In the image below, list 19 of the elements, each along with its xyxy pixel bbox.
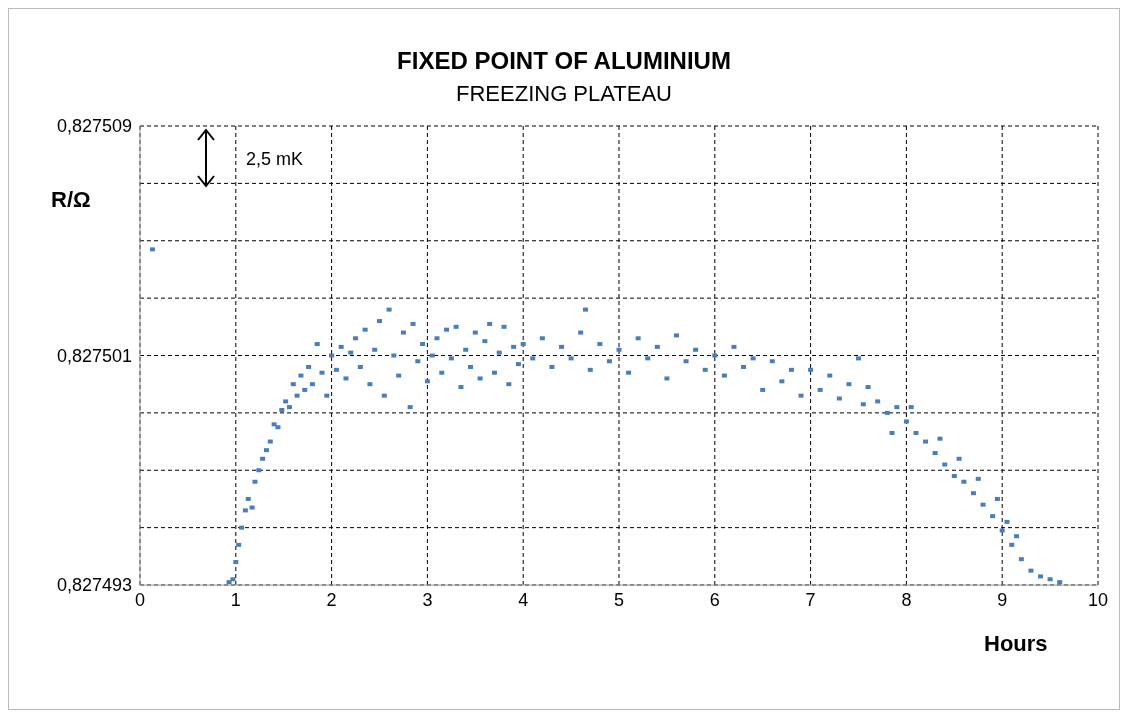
x-tick-label: 10 — [1087, 589, 1109, 610]
x-tick-label: 5 — [613, 589, 625, 610]
x-tick-label: 4 — [518, 589, 529, 610]
x-tick-label: 8 — [901, 589, 912, 610]
x-tick-label: 3 — [422, 589, 433, 610]
y-tick-label: 0,827493 — [56, 575, 132, 596]
y-tick-label: 0,827501 — [56, 345, 132, 366]
x-tick-label: 2 — [326, 589, 337, 610]
y-axis-title: R/Ω — [51, 187, 91, 213]
x-tick-label: 7 — [805, 589, 816, 610]
x-axis-title: Hours — [984, 631, 1048, 657]
chart-title: FIXED POINT OF ALUMINIUM — [396, 47, 732, 75]
x-tick-label: 0 — [134, 589, 146, 610]
y-tick-label: 0,827509 — [56, 116, 132, 137]
x-tick-label: 6 — [709, 589, 720, 610]
x-tick-label: 9 — [997, 589, 1008, 610]
annotation: 2,5 mK — [246, 149, 304, 170]
x-tick-label: 1 — [230, 589, 241, 610]
chart-subtitle: FREEZING PLATEAU — [455, 81, 673, 107]
